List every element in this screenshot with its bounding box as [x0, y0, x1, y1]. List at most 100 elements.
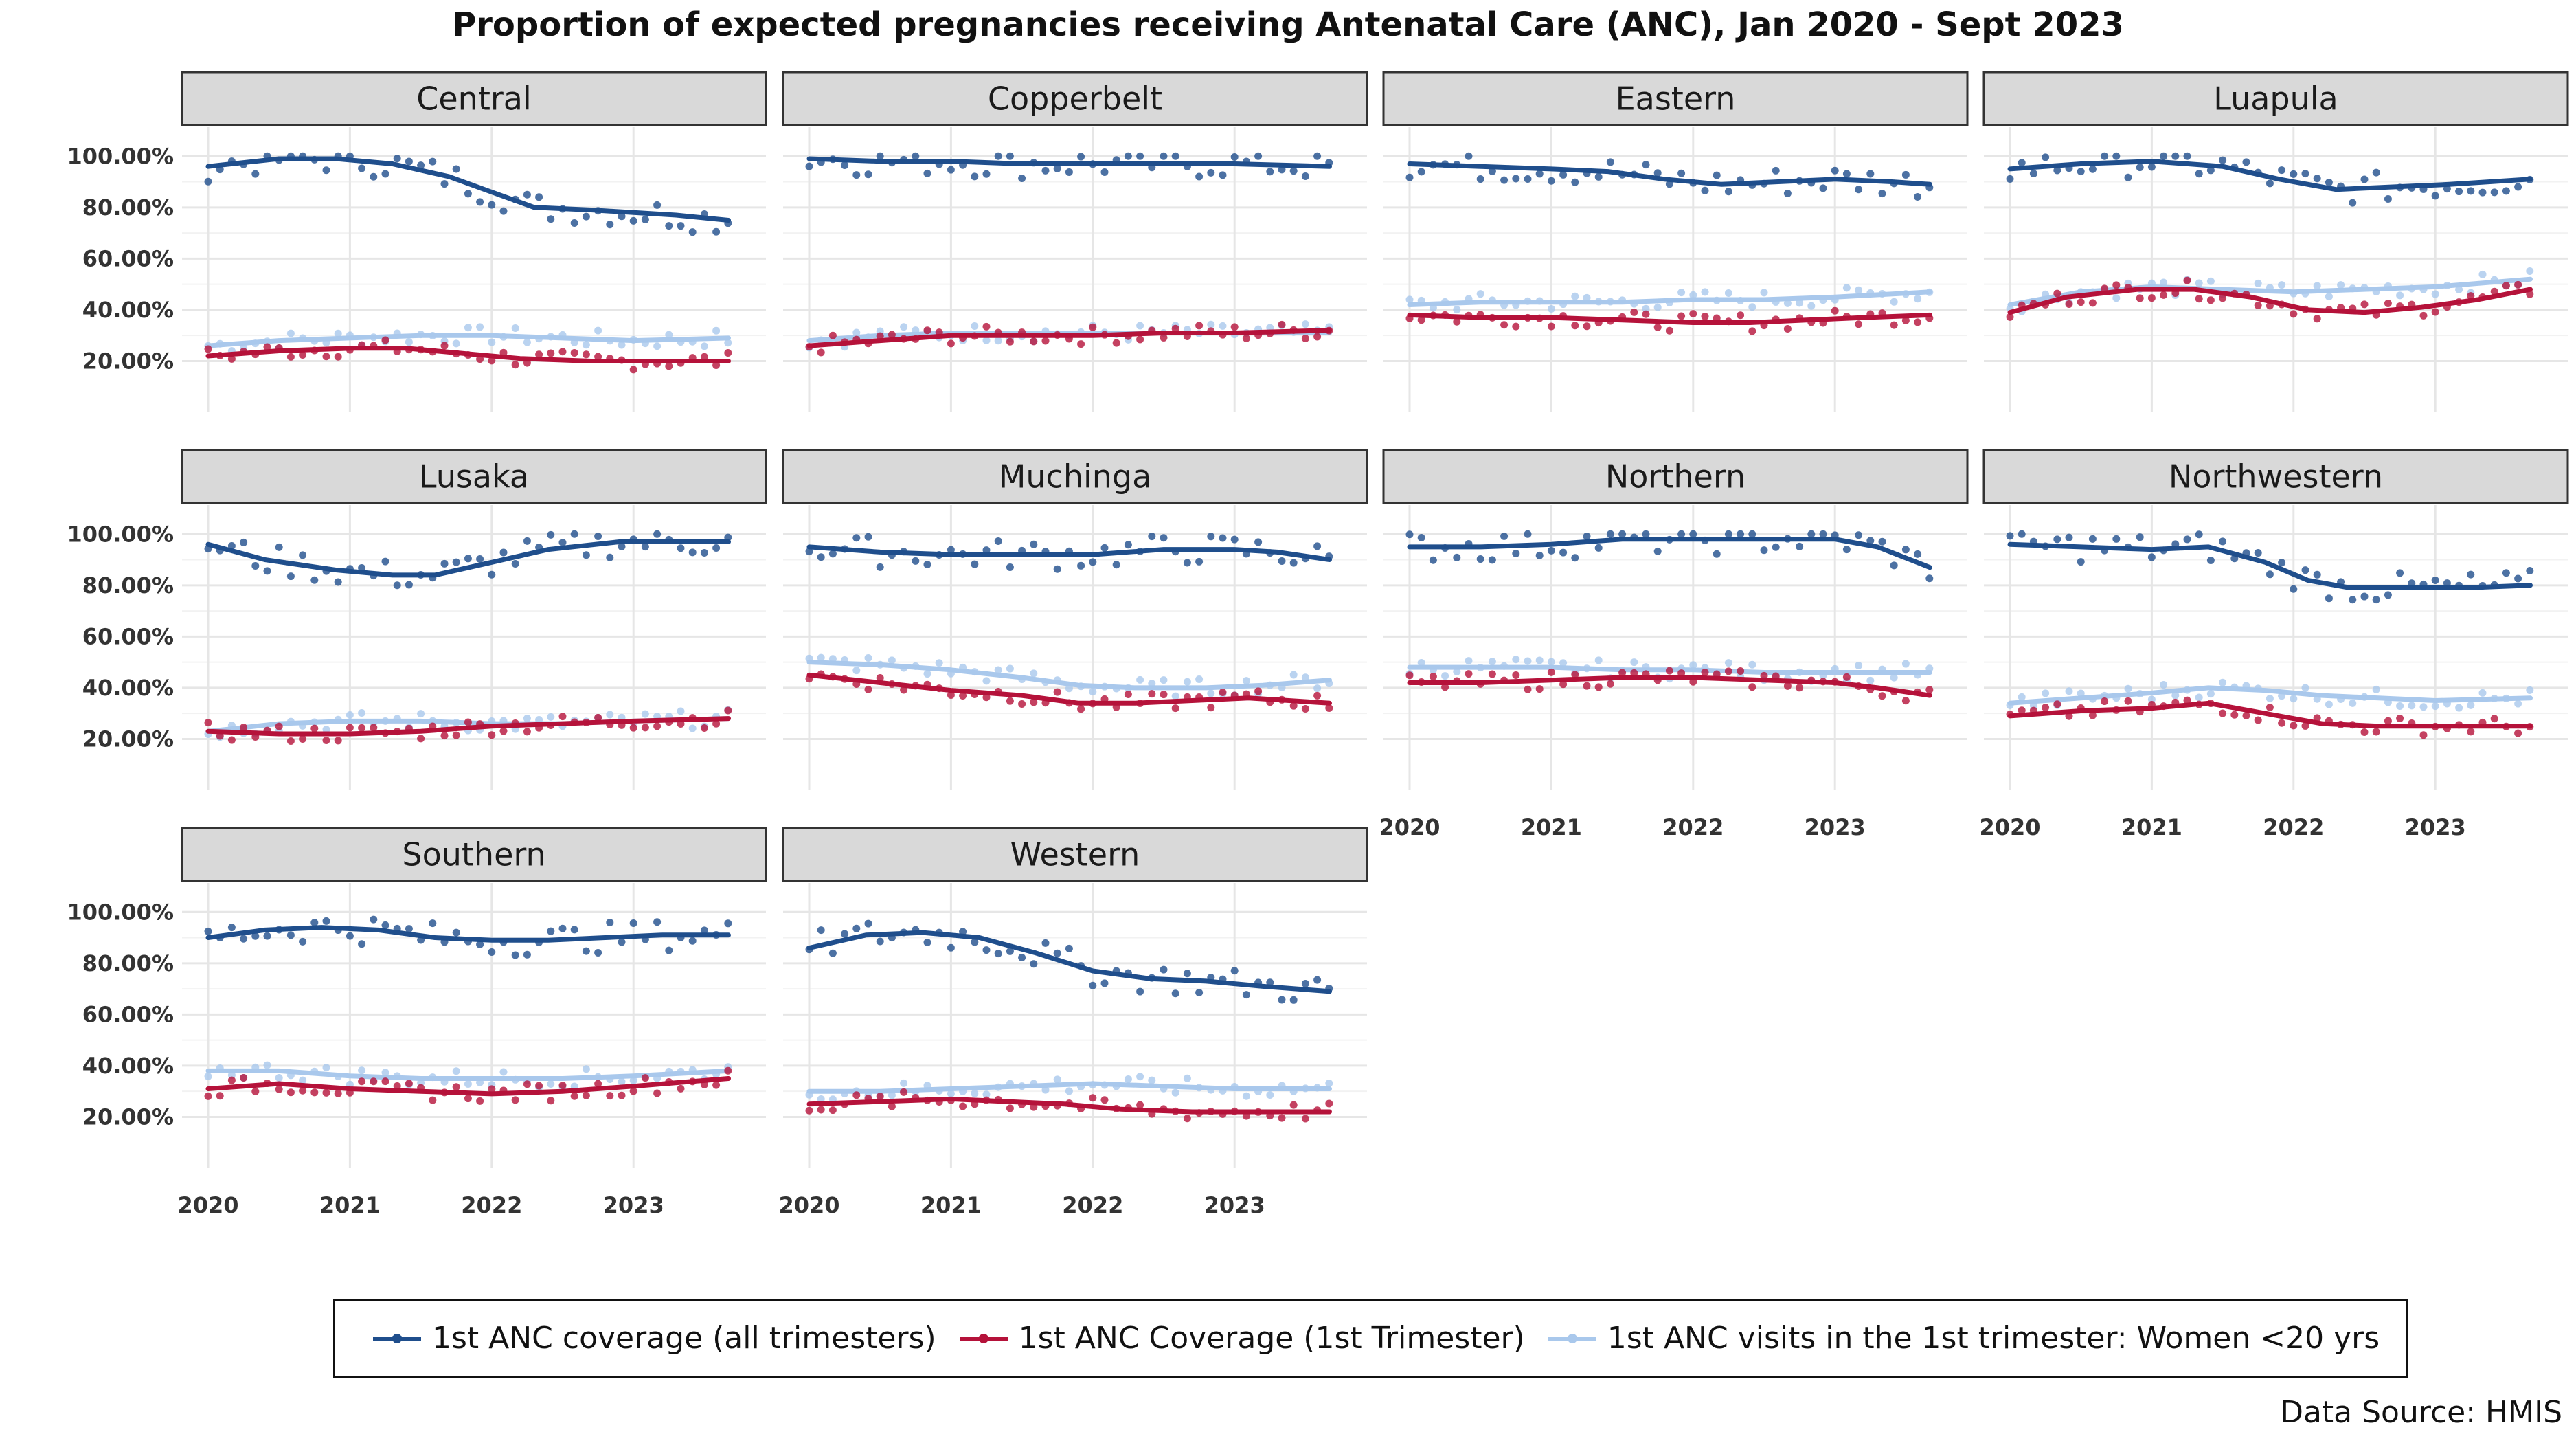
- data-point-young: [1325, 1079, 1333, 1087]
- data-point-first: [1842, 673, 1851, 681]
- data-point-all: [1866, 170, 1875, 178]
- data-point-all: [511, 951, 519, 959]
- data-point-young: [1724, 659, 1732, 667]
- data-point-first: [1653, 323, 1662, 331]
- data-point-first: [2290, 722, 2298, 730]
- data-point-all: [2360, 175, 2369, 183]
- x-tick-label: 2023: [2405, 814, 2466, 840]
- data-point-young: [2419, 703, 2428, 711]
- data-point-first: [1783, 682, 1792, 690]
- data-point-first: [1006, 697, 1014, 705]
- data-point-young: [322, 726, 330, 734]
- data-point-first: [547, 1097, 555, 1105]
- data-point-all: [618, 212, 626, 221]
- series-line-young: [1407, 664, 1932, 675]
- data-point-first: [677, 1084, 685, 1093]
- y-tick-label: 20.00%: [82, 348, 174, 374]
- data-point-all: [1230, 153, 1239, 161]
- data-point-all: [1313, 542, 1322, 550]
- data-point-all: [2514, 183, 2522, 191]
- data-point-young: [299, 1076, 307, 1084]
- data-point-first: [440, 732, 449, 740]
- data-point-first: [204, 719, 212, 727]
- data-point-all: [2455, 188, 2463, 196]
- data-point-all: [1594, 172, 1603, 181]
- data-point-all: [629, 919, 637, 927]
- data-point-young: [547, 1080, 555, 1088]
- data-point-first: [499, 727, 508, 735]
- data-point-all: [1866, 537, 1875, 545]
- data-point-all: [547, 215, 555, 223]
- data-point-all: [1606, 158, 1614, 166]
- series-line-young: [2007, 276, 2533, 307]
- data-point-young: [1559, 659, 1568, 667]
- data-point-first: [1171, 324, 1179, 333]
- data-point-all: [688, 228, 697, 236]
- data-point-all: [971, 172, 979, 181]
- data-point-young: [452, 1067, 460, 1075]
- data-point-all: [1737, 530, 1745, 538]
- data-point-all: [204, 177, 212, 186]
- data-point-first: [1136, 1101, 1144, 1109]
- series-line-first: [806, 328, 1332, 348]
- data-point-all: [2349, 596, 2357, 604]
- data-point-first: [1547, 668, 1555, 676]
- data-point-young: [688, 724, 697, 732]
- data-point-first: [1642, 310, 1650, 318]
- faceted-line-chart: Central 20.00% 40.00% 60.00% 80.00% 100.00% Co…: [67, 71, 2569, 1218]
- y-tick-label: 100.00%: [67, 143, 174, 169]
- data-point-all: [724, 533, 732, 541]
- data-point-young: [2337, 281, 2345, 289]
- data-point-all: [547, 927, 555, 935]
- data-point-first: [1535, 685, 1544, 693]
- data-point-all: [405, 157, 413, 166]
- facet-label-northwestern: Northwestern: [2169, 458, 2383, 495]
- data-point-first: [322, 737, 330, 745]
- data-point-all: [2467, 570, 2475, 579]
- data-point-all: [1524, 175, 1532, 183]
- data-point-first: [594, 713, 602, 722]
- data-point-first: [2490, 287, 2498, 295]
- data-point-young: [1242, 1092, 1250, 1100]
- data-point-all: [1512, 175, 1520, 183]
- data-point-young: [606, 711, 614, 719]
- data-point-all: [2514, 574, 2522, 583]
- data-point-all: [2088, 535, 2097, 543]
- facet-strip-western: [782, 827, 1368, 882]
- data-point-first: [1254, 687, 1263, 695]
- data-point-first: [2290, 310, 2298, 318]
- data-point-first: [959, 691, 967, 700]
- data-point-all: [1476, 175, 1484, 183]
- data-point-all: [1405, 173, 1414, 181]
- data-point-all: [828, 550, 837, 558]
- data-point-first: [1630, 669, 1638, 677]
- data-point-all: [1171, 989, 1179, 998]
- data-point-young: [2431, 702, 2439, 711]
- data-point-young: [2325, 293, 2333, 301]
- data-point-all: [1006, 563, 1014, 571]
- data-point-young: [1301, 320, 1309, 328]
- data-point-young: [923, 670, 931, 678]
- data-point-young: [900, 323, 908, 331]
- x-tick-label: 2022: [461, 1192, 522, 1218]
- series-line-all: [205, 539, 731, 578]
- data-point-young: [1053, 1075, 1061, 1084]
- data-point-young: [1242, 677, 1250, 685]
- data-point-all: [1053, 565, 1061, 573]
- data-point-all: [618, 542, 626, 550]
- data-point-all: [1417, 168, 1425, 176]
- data-point-first: [1219, 689, 1227, 697]
- data-point-all: [499, 207, 508, 215]
- data-point-all: [1077, 561, 1085, 570]
- data-point-all: [2136, 533, 2144, 541]
- data-point-young: [1796, 299, 1804, 307]
- data-point-first: [476, 1097, 484, 1105]
- data-point-first: [805, 1106, 813, 1115]
- data-point-young: [1760, 289, 1768, 297]
- data-point-young: [346, 711, 354, 719]
- data-point-young: [2077, 689, 2085, 697]
- data-point-first: [523, 728, 531, 736]
- data-point-first: [1737, 311, 1745, 320]
- data-point-first: [393, 1082, 401, 1090]
- data-point-all: [1819, 530, 1827, 538]
